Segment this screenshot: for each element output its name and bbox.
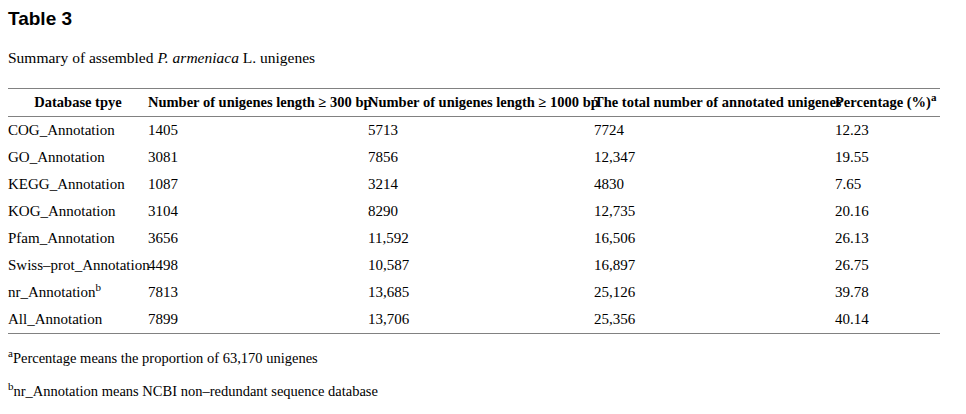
cell-total-annotated: 12,735 [594,198,835,225]
table-row: nr_Annotationb 7813 13,685 25,126 39.78 [8,279,940,306]
footnote-b-text: nr_Annotation means NCBI non–redundant s… [14,383,378,399]
table-title: Table 3 [8,8,966,30]
cell-percentage: 26.75 [835,252,940,279]
col-header-length-300bp: Number of unigenes length ≥ 300 bp [148,89,368,117]
cell-percentage: 19.55 [835,144,940,171]
cell-percentage: 39.78 [835,279,940,306]
cell-total-annotated: 4830 [594,171,835,198]
cell-total-annotated: 12,347 [594,144,835,171]
cell-length-1000bp: 13,706 [368,306,594,334]
footnote-a-text: Percentage means the proportion of 63,17… [13,350,318,366]
col-header-length-1000bp: Number of unigenes length ≥ 1000 bp [368,89,594,117]
col-header-total-annotated: The total number of annotated unigenes [594,89,835,117]
footnote-b: bnr_Annotation means NCBI non–redundant … [8,382,966,400]
cell-length-1000bp: 13,685 [368,279,594,306]
cell-length-300bp: 3104 [148,198,368,225]
cell-length-1000bp: 7856 [368,144,594,171]
percentage-label: Percentage (%) [835,94,931,110]
caption-suffix: L. unigenes [239,49,315,66]
database-name: Swiss–prot_Annotation [8,257,150,273]
cell-database: COG_Annotation [8,117,148,145]
cell-length-1000bp: 3214 [368,171,594,198]
cell-length-300bp: 1405 [148,117,368,145]
header-row: Database tpye Number of unigenes length … [8,89,940,117]
cell-total-annotated: 16,897 [594,252,835,279]
paper-page: Table 3 Summary of assembled P. armeniac… [0,8,966,400]
table-caption: Summary of assembled P. armeniaca L. uni… [8,49,966,67]
cell-percentage: 40.14 [835,306,940,334]
footnote-a: aPercentage means the proportion of 63,1… [8,349,966,367]
cell-length-300bp: 3081 [148,144,368,171]
cell-percentage: 26.13 [835,225,940,252]
cell-total-annotated: 7724 [594,117,835,145]
database-name: KEGG_Annotation [8,176,125,192]
cell-total-annotated: 16,506 [594,225,835,252]
cell-length-1000bp: 10,587 [368,252,594,279]
caption-prefix: Summary of assembled [8,49,157,66]
cell-percentage: 12.23 [835,117,940,145]
unigenes-summary-table: Database tpye Number of unigenes length … [8,88,940,334]
percentage-footnote-marker: a [931,91,937,103]
cell-database: KOG_Annotation [8,198,148,225]
cell-length-1000bp: 5713 [368,117,594,145]
col-header-percentage: Percentage (%)a [835,89,940,117]
cell-length-300bp: 7899 [148,306,368,334]
table-body: COG_Annotation 1405 5713 7724 12.23 GO_A… [8,117,940,334]
table-row: KOG_Annotation 3104 8290 12,735 20.16 [8,198,940,225]
table-row: KEGG_Annotation 1087 3214 4830 7.65 [8,171,940,198]
species-name: P. armeniaca [157,49,239,66]
cell-length-300bp: 3656 [148,225,368,252]
table-row: Swiss–prot_Annotation 4498 10,587 16,897… [8,252,940,279]
database-name: All_Annotation [8,311,102,327]
cell-total-annotated: 25,356 [594,306,835,334]
table-row: GO_Annotation 3081 7856 12,347 19.55 [8,144,940,171]
table-row: COG_Annotation 1405 5713 7724 12.23 [8,117,940,145]
col-header-database: Database tpye [8,89,148,117]
cell-database: Pfam_Annotation [8,225,148,252]
table-row: All_Annotation 7899 13,706 25,356 40.14 [8,306,940,334]
cell-length-300bp: 4498 [148,252,368,279]
database-name: GO_Annotation [8,149,105,165]
cell-percentage: 7.65 [835,171,940,198]
table-row: Pfam_Annotation 3656 11,592 16,506 26.13 [8,225,940,252]
cell-length-1000bp: 11,592 [368,225,594,252]
cell-database: GO_Annotation [8,144,148,171]
database-name: COG_Annotation [8,122,115,138]
cell-total-annotated: 25,126 [594,279,835,306]
cell-length-300bp: 7813 [148,279,368,306]
database-name: KOG_Annotation [8,203,116,219]
database-name: nr_Annotation [8,284,96,300]
row-footnote-marker: b [96,281,102,293]
cell-database: All_Annotation [8,306,148,334]
cell-percentage: 20.16 [835,198,940,225]
cell-length-300bp: 1087 [148,171,368,198]
cell-database: Swiss–prot_Annotation [8,252,148,279]
database-name: Pfam_Annotation [8,230,115,246]
cell-database: KEGG_Annotation [8,171,148,198]
cell-length-1000bp: 8290 [368,198,594,225]
cell-database: nr_Annotationb [8,279,148,306]
